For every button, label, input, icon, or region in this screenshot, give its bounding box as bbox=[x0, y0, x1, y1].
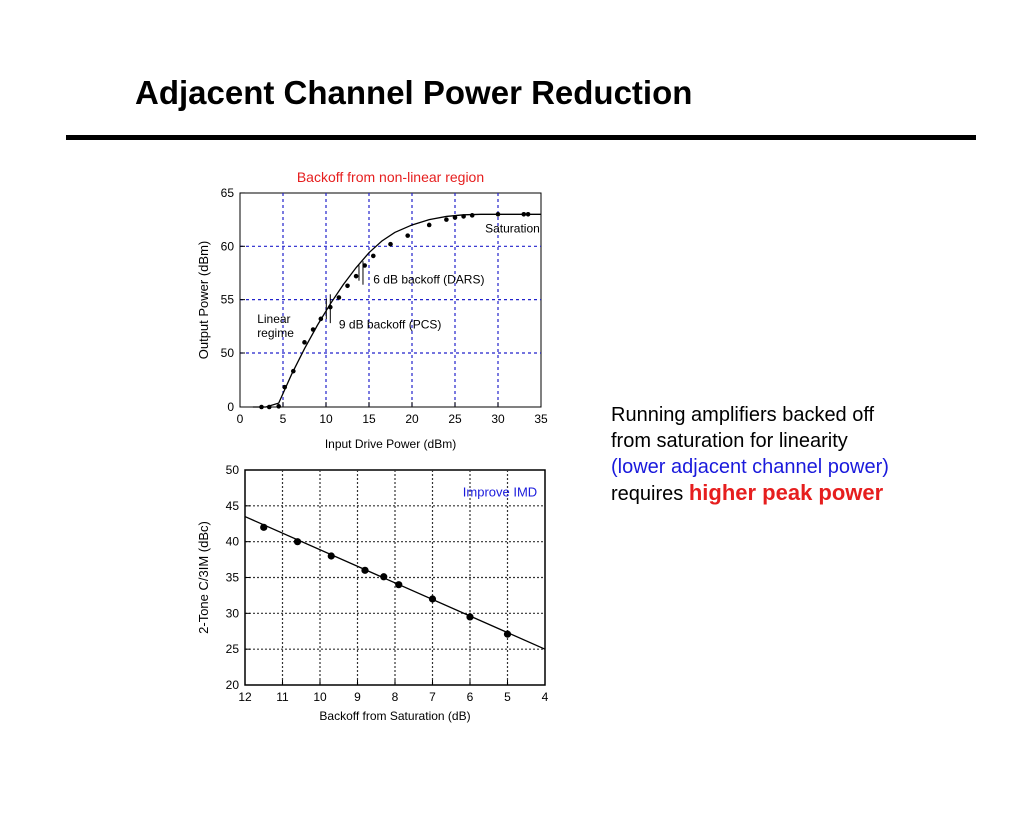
caption-line-2: from saturation for linearity bbox=[611, 430, 848, 452]
chart1-point bbox=[469, 213, 475, 218]
chart2-point bbox=[293, 538, 302, 546]
chart2-xtick-label: 5 bbox=[504, 690, 511, 704]
chart2-ytick-label: 20 bbox=[226, 678, 240, 692]
chart2-point bbox=[327, 552, 335, 560]
chart1-point bbox=[444, 217, 449, 222]
chart1-point bbox=[353, 273, 359, 279]
chart1-point bbox=[371, 253, 376, 259]
chart2-xtick-label: 9 bbox=[354, 690, 361, 704]
caption-line-4: requires higher peak power bbox=[611, 480, 991, 507]
chart1-xtick-label: 15 bbox=[362, 412, 376, 426]
chart1-xtick-label: 20 bbox=[405, 412, 419, 426]
chart1-ylabel: Output Power (dBm) bbox=[196, 241, 211, 360]
chart2-ytick-label: 50 bbox=[226, 463, 240, 477]
chart2-point bbox=[395, 581, 403, 589]
chart1-point bbox=[310, 327, 316, 332]
chart1-xtick-label: 25 bbox=[448, 412, 462, 426]
chart2-point bbox=[428, 595, 437, 603]
chart1-point bbox=[362, 263, 368, 268]
chart1-ytick-label: 60 bbox=[221, 239, 235, 253]
chart1-xtick-label: 5 bbox=[280, 412, 287, 426]
chart1-point bbox=[525, 211, 531, 217]
chart1-point bbox=[318, 316, 324, 322]
chart1-annotation: 6 dB backoff (DARS) bbox=[373, 273, 484, 287]
chart2-xlabel: Backoff from Saturation (dB) bbox=[319, 709, 470, 723]
chart-output-power: Backoff from non-linear region 0 5 10 15 20 25… bbox=[196, 169, 548, 451]
chart2-xtick-label: 10 bbox=[313, 690, 327, 704]
chart1-point bbox=[461, 214, 466, 219]
chart2-fit-line bbox=[244, 515, 546, 650]
chart1-annotation: Linear bbox=[257, 312, 290, 326]
chart2-ytick-label: 35 bbox=[226, 571, 240, 585]
chart1-annotation: regime bbox=[257, 326, 294, 340]
chart1-annotation: Saturation bbox=[485, 221, 540, 235]
caption-text: Running amplifiers backed off from satur… bbox=[611, 402, 991, 507]
caption-line-4-prefix: requires bbox=[611, 483, 684, 505]
chart2-xtick-label: 11 bbox=[276, 690, 289, 704]
chart1-xtick-label: 0 bbox=[237, 412, 244, 426]
chart1-ytick-label: 0 bbox=[227, 400, 234, 414]
chart1-point bbox=[266, 404, 272, 410]
chart1-point bbox=[388, 241, 393, 247]
chart1-xtick-label: 35 bbox=[534, 412, 548, 426]
chart1-point bbox=[495, 211, 501, 217]
caption-line-3: (lower adjacent channel power) bbox=[611, 456, 889, 478]
chart1-ytick-label: 50 bbox=[221, 346, 235, 360]
caption-line-1: Running amplifiers backed off bbox=[611, 404, 875, 426]
chart2-ytick-label: 30 bbox=[226, 606, 240, 620]
chart1-point bbox=[259, 404, 264, 410]
chart2-ytick-label: 40 bbox=[226, 535, 240, 549]
chart1-fit-curve bbox=[252, 213, 541, 408]
chart2-xtick-label: 8 bbox=[392, 690, 399, 704]
chart1-annotation: 9 dB backoff (PCS) bbox=[339, 317, 442, 331]
chart1-point bbox=[426, 222, 432, 228]
chart2-point bbox=[260, 523, 268, 531]
chart1-point bbox=[336, 295, 342, 300]
chart2-point bbox=[380, 573, 388, 581]
chart1-xtick-label: 30 bbox=[491, 412, 505, 426]
chart1-point bbox=[452, 215, 458, 220]
chart1-point bbox=[302, 340, 307, 345]
chart1-point bbox=[291, 368, 296, 374]
chart-c3im: 12 11 10 9 8 7 6 5 4 20 25 30 35 40 45 50 Backoff from S… bbox=[196, 463, 549, 723]
chart1-title: Backoff from non-linear region bbox=[297, 169, 484, 185]
chart2-point bbox=[361, 566, 369, 574]
chart2-ylabel: 2-Tone C/3IM (dBc) bbox=[196, 521, 211, 634]
chart2-xtick-label: 6 bbox=[467, 690, 474, 704]
title-divider bbox=[66, 135, 976, 140]
chart1-point bbox=[282, 384, 288, 390]
chart1-ytick-label: 55 bbox=[221, 293, 235, 307]
chart1-point bbox=[345, 283, 350, 289]
chart1-xlabel: Input Drive Power (dBm) bbox=[325, 437, 456, 451]
chart2-annotation: Improve IMD bbox=[463, 485, 537, 500]
chart2-xtick-label: 12 bbox=[238, 690, 252, 704]
chart1-point bbox=[276, 404, 282, 409]
chart2-point bbox=[503, 630, 512, 638]
chart1-ytick-label: 65 bbox=[221, 186, 235, 200]
chart1-point bbox=[521, 211, 527, 217]
chart2-xtick-label: 7 bbox=[429, 690, 436, 704]
chart1-point bbox=[405, 233, 411, 238]
chart2-ytick-label: 45 bbox=[226, 499, 240, 513]
chart2-point bbox=[466, 613, 474, 621]
slide-title: Adjacent Channel Power Reduction bbox=[135, 74, 693, 111]
caption-highlight: higher peak power bbox=[688, 480, 884, 505]
chart1-xtick-label: 10 bbox=[319, 412, 333, 426]
chart2-ytick-label: 25 bbox=[226, 642, 240, 656]
chart2-xtick-label: 4 bbox=[542, 690, 549, 704]
